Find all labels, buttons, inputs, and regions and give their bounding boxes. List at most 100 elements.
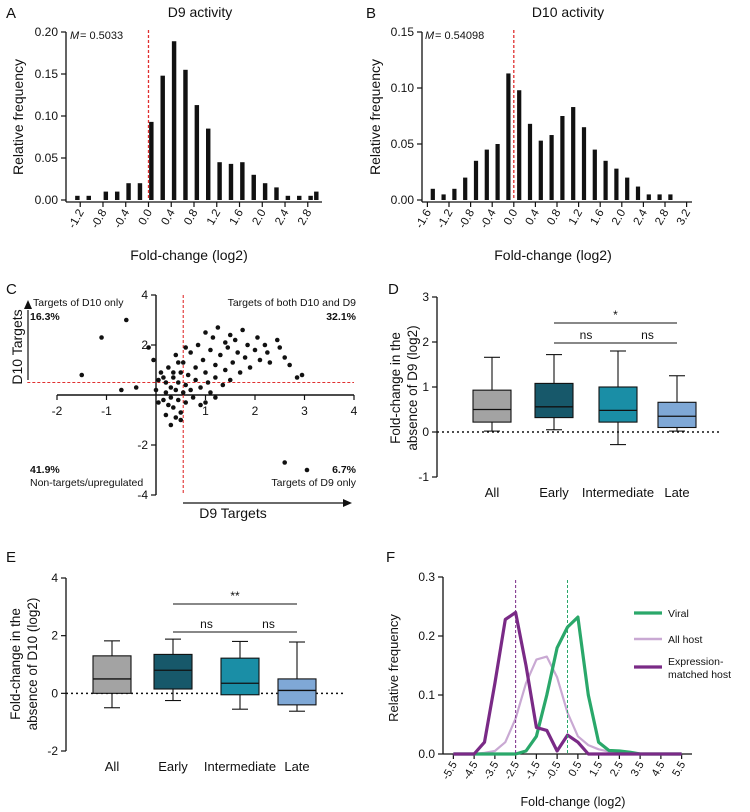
panel-b-x-tick-label: 1.2 <box>567 208 585 228</box>
panel-c-point <box>247 365 253 370</box>
panel-b-bar <box>549 135 554 200</box>
panel-c-point <box>240 327 245 333</box>
panel-f-y-tick-label: 0.1 <box>418 688 435 702</box>
panel-b-title: D10 activity <box>532 4 604 20</box>
panel-b-bar <box>441 194 446 200</box>
panel-c-point <box>156 400 161 405</box>
panel-f-y-tick-label: 0.3 <box>418 570 435 584</box>
panel-c-point <box>287 362 292 368</box>
panel-c-point <box>208 390 213 395</box>
panel-e-sig-label: ns <box>200 617 213 631</box>
panel-letter-f: F <box>386 549 395 566</box>
panel-c-point <box>213 375 218 380</box>
panel-c-x-tick-label: -1 <box>101 404 112 418</box>
panel-b-x-tick-label: -0.4 <box>478 207 499 231</box>
panel-c-xlabel: D9 Targets <box>199 505 266 521</box>
panel-c-point <box>220 382 226 388</box>
panel-c-point <box>158 370 164 375</box>
panel-b-bar <box>463 177 468 200</box>
panel-c-point <box>151 357 156 363</box>
panel-d-box <box>534 382 574 419</box>
panel-c-x-tick-label: -2 <box>52 404 63 418</box>
panel-d-y-tick-label: 1 <box>422 380 429 394</box>
panel-a-y-tick-label: 0.20 <box>35 25 59 39</box>
panel-c-point <box>274 337 280 343</box>
panel-d-category-label: All <box>485 485 500 500</box>
panel-c-x-tick-label: 1 <box>202 404 209 418</box>
panel-a-x-tick-label: 1.6 <box>228 208 246 228</box>
panel-c-point <box>265 350 270 355</box>
panel-f-x-tick-label: -2.5 <box>502 760 522 782</box>
panel-c-point <box>245 342 250 348</box>
panel-d-category-label: Early <box>539 485 569 500</box>
panel-f-y-tick-label: 0.2 <box>418 629 435 643</box>
panel-d-sig-label: ns <box>641 328 654 342</box>
panel-a-y-tick-label: 0.05 <box>35 151 59 165</box>
panel-b-x-tick-label: -0.8 <box>457 208 477 231</box>
panel-a-bar <box>103 191 109 200</box>
panel-c-y-arrow-head <box>24 300 32 309</box>
panel-b-bar <box>581 127 587 200</box>
panel-a-bar <box>160 75 165 200</box>
panel-c-point <box>198 385 203 390</box>
panel-b-bar <box>625 177 630 200</box>
panel-c-point <box>282 460 288 465</box>
panel-b-x-tick-label: 0.0 <box>502 208 520 228</box>
panel-f-y-tick-label: 0.0 <box>418 747 435 761</box>
panel-e-box <box>277 678 317 706</box>
legend-label-matched-host-1: Expression- <box>668 656 724 668</box>
legend-label-matched-host-2: matched host <box>668 669 731 681</box>
panel-e-y-tick-label: 0 <box>51 686 58 700</box>
panel-a-x-tick-label: 2.0 <box>250 208 268 228</box>
panel-b-bar <box>646 194 651 200</box>
panel-c-point <box>171 370 176 375</box>
panel-c-point <box>225 345 231 350</box>
panel-c-point <box>203 330 208 335</box>
panel-b-y-tick-label: 0.05 <box>391 137 415 151</box>
panel-b-y-tick-label: 0.00 <box>391 193 415 207</box>
quadrant-both-pct: 32.1% <box>326 311 356 323</box>
panel-d-boxplot: Fold-change in the absence of D9 (log2) … <box>388 290 722 500</box>
panel-a-bar <box>86 195 91 200</box>
panel-a-histogram: D9 activity M = 0.5033 Fold-change (log2… <box>10 4 322 263</box>
panel-e-y-tick-label: 2 <box>51 629 58 643</box>
panel-c-y-tick-label: -2 <box>137 438 148 452</box>
panel-e-box <box>92 655 132 694</box>
panel-c-point <box>304 467 310 473</box>
panel-c-point <box>124 317 129 323</box>
panel-a-bar <box>149 121 154 200</box>
panel-c-point <box>173 415 179 420</box>
panel-b-x-tick-label: 2.4 <box>632 207 651 227</box>
panel-c-x-tick-label: 3 <box>301 404 308 418</box>
panel-c-point <box>175 380 181 385</box>
panel-a-x-tick-label: 0.8 <box>182 208 200 228</box>
panel-c-point <box>227 377 233 383</box>
panel-c-point <box>195 342 201 348</box>
panel-a-xlabel: Fold-change (log2) <box>130 247 248 263</box>
panel-b-histogram: D10 activity M = 0.54098 Fold-change (lo… <box>367 4 693 263</box>
panel-c-point <box>257 357 263 363</box>
panel-b-y-tick-label: 0.15 <box>391 25 415 39</box>
panel-c-point <box>166 365 171 370</box>
panel-c-point <box>168 422 174 428</box>
panel-a-bar <box>262 183 268 200</box>
panel-b-bar <box>452 188 457 200</box>
panel-a-bar <box>206 128 211 200</box>
panel-c-point <box>237 370 243 375</box>
panel-c-scatter: Targets of D10 only 16.3% Targets of bot… <box>9 288 358 521</box>
panel-d-category-label: Late <box>664 485 689 500</box>
panel-c-point <box>255 335 260 340</box>
panel-c-point <box>168 385 174 390</box>
panel-c-point <box>161 375 166 380</box>
quadrant-d10-only-label: Targets of D10 only <box>33 297 124 309</box>
panel-d-box <box>598 386 638 423</box>
panel-b-bar <box>603 160 608 200</box>
panel-b-y-tick-label: 0.10 <box>391 81 415 95</box>
panel-d-sig-label: * <box>613 308 618 322</box>
panel-d-y-tick-label: 3 <box>422 290 429 304</box>
panel-d-sig-label: ns <box>580 328 593 342</box>
panel-c-point <box>168 395 174 400</box>
panel-c-point <box>193 377 198 383</box>
panel-a-x-tick-label: 2.8 <box>296 208 314 228</box>
